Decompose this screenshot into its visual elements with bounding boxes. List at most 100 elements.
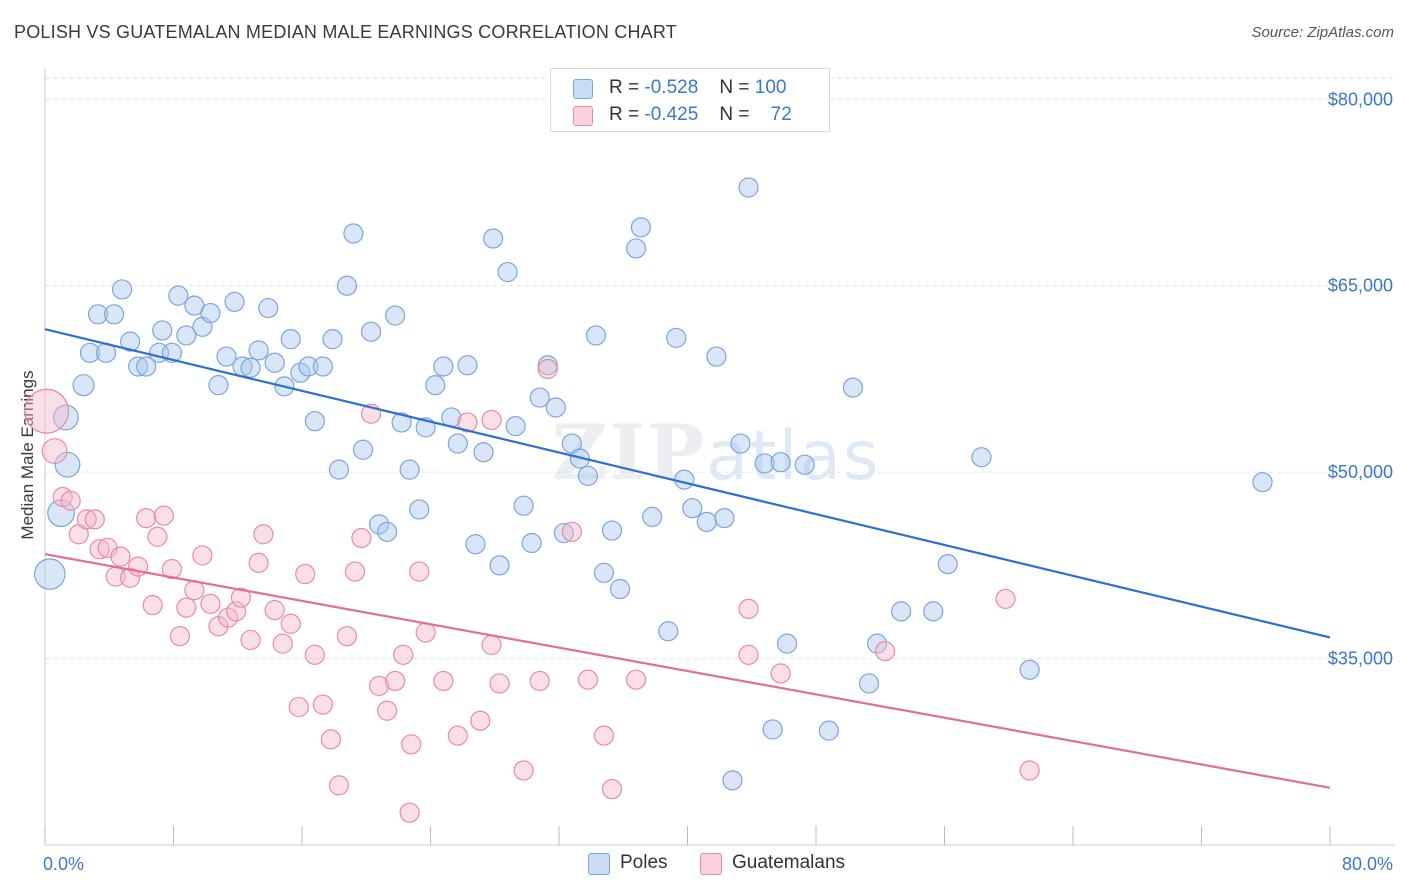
data-point-poles: [776, 633, 798, 654]
data-point-poles: [505, 416, 526, 437]
data-point-guatemalans: [192, 545, 213, 566]
data-point-poles: [577, 465, 599, 486]
data-point-poles: [128, 356, 149, 377]
data-point-guatemalans: [409, 561, 430, 582]
data-point-poles: [770, 452, 791, 473]
data-point-poles: [385, 305, 406, 326]
data-point-poles: [630, 217, 652, 238]
data-point-guatemalans: [415, 622, 436, 643]
data-point-guatemalans: [169, 626, 191, 647]
data-point-poles: [722, 770, 743, 791]
data-point-guatemalans: [295, 563, 316, 585]
data-point-poles: [224, 291, 245, 312]
data-point-poles: [642, 506, 663, 527]
data-point-poles: [553, 522, 574, 544]
data-point-poles: [738, 177, 759, 198]
n-value-poles: 100: [754, 77, 787, 98]
data-point-guatemalans: [142, 595, 163, 616]
data-point-guatemalans: [447, 725, 468, 746]
data-point-poles: [425, 375, 446, 396]
data-point-guatemalans: [89, 539, 110, 560]
data-point-guatemalans: [1019, 760, 1040, 781]
data-point-poles: [369, 514, 390, 535]
trend-line-poles: [44, 328, 1331, 639]
data-point-guatemalans: [280, 613, 301, 634]
data-point-poles: [473, 442, 494, 463]
data-point-guatemalans: [874, 641, 896, 662]
data-point-guatemalans: [200, 593, 221, 614]
data-point-guatemalans: [304, 644, 325, 665]
data-point-poles: [409, 499, 430, 520]
data-point-guatemalans: [377, 700, 398, 721]
data-point-poles: [666, 327, 687, 349]
data-point-poles: [1019, 659, 1040, 680]
data-point-poles: [248, 340, 269, 361]
data-point-poles: [391, 412, 412, 433]
data-point-guatemalans: [470, 710, 491, 731]
data-point-poles: [937, 554, 958, 575]
data-point-guatemalans: [248, 552, 269, 573]
data-point-poles: [322, 329, 343, 350]
data-point-poles: [483, 228, 504, 249]
data-point-guatemalans: [84, 509, 105, 530]
data-point-poles: [601, 520, 623, 541]
data-point-poles: [513, 495, 534, 516]
data-point-poles: [447, 433, 468, 454]
data-point-poles: [923, 601, 944, 622]
data-point-poles: [216, 346, 237, 367]
data-point-guatemalans: [433, 670, 454, 692]
data-point-poles: [52, 404, 79, 431]
data-point-guatemalans: [60, 490, 81, 511]
y-tick-label: $35,000: [1328, 649, 1393, 669]
r-label: R =: [609, 77, 640, 98]
data-point-guatemalans: [288, 696, 309, 718]
data-point-guatemalans: [110, 546, 131, 567]
data-point-guatemalans: [399, 802, 420, 823]
data-point-poles: [866, 633, 888, 654]
data-point-poles: [290, 362, 311, 383]
data-point-poles: [377, 521, 398, 542]
data-point-poles: [609, 578, 631, 600]
data-point-poles: [343, 223, 364, 244]
data-point-poles: [72, 374, 95, 397]
data-point-guatemalans: [529, 670, 550, 692]
data-point-poles: [240, 357, 261, 378]
data-point-guatemalans: [153, 505, 174, 526]
data-point-guatemalans: [393, 644, 414, 665]
data-point-guatemalans: [738, 598, 759, 619]
data-point-guatemalans: [770, 663, 791, 684]
data-point-guatemalans: [272, 633, 293, 654]
r-value-guatemalans: -0.425: [644, 104, 699, 125]
data-point-poles: [79, 342, 101, 363]
data-point-guatemalans: [136, 508, 157, 529]
data-point-guatemalans: [336, 626, 358, 647]
legend-swatch-guatemalans: [573, 106, 593, 126]
data-point-poles: [754, 453, 775, 474]
data-point-poles: [103, 304, 125, 325]
legend-label-guatemalans: Guatemalans: [732, 852, 846, 873]
data-point-poles: [152, 320, 173, 341]
data-point-poles: [280, 329, 301, 350]
legend-label-poles: Poles: [620, 852, 668, 873]
data-point-guatemalans: [577, 669, 599, 690]
data-point-poles: [457, 355, 478, 376]
data-point-poles: [585, 325, 607, 346]
x-tick-label-max: 80.0%: [1342, 854, 1393, 874]
data-point-poles: [1252, 471, 1273, 493]
y-axis-label: Median Male Earnings: [18, 370, 37, 539]
data-point-guatemalans: [176, 597, 197, 618]
data-point-guatemalans: [537, 358, 558, 380]
data-point-guatemalans: [457, 412, 478, 433]
data-point-poles: [312, 356, 333, 377]
data-point-poles: [625, 238, 647, 259]
data-point-poles: [593, 562, 615, 583]
legend-swatch-guatemalans: [700, 853, 722, 875]
data-point-guatemalans: [240, 629, 261, 651]
watermark-atlas: atlas: [706, 417, 881, 496]
data-point-poles: [208, 375, 229, 396]
r-label: R =: [609, 104, 640, 125]
data-point-guatemalans: [230, 587, 252, 608]
data-point-guatemalans: [24, 388, 70, 434]
data-point-guatemalans: [218, 607, 239, 628]
